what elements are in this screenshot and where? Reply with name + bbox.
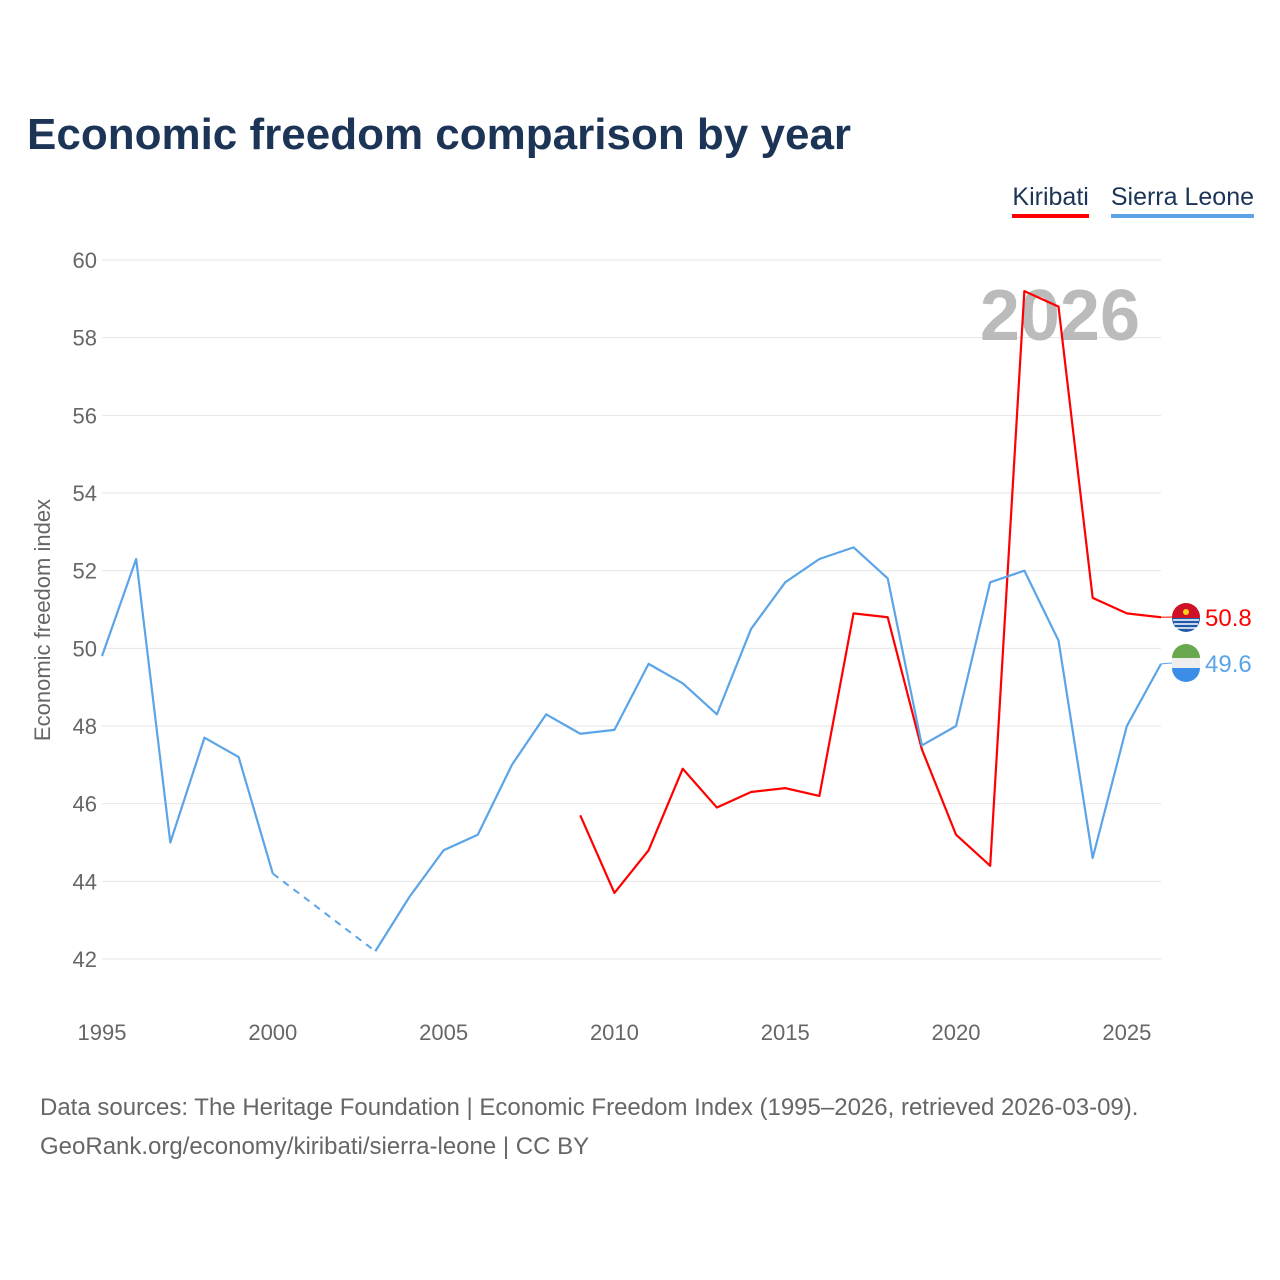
y-tick-label: 54 <box>73 481 97 506</box>
x-tick-label: 2000 <box>248 1020 297 1045</box>
y-tick-label: 52 <box>73 559 97 584</box>
end-value-label: 49.6 <box>1205 651 1252 678</box>
series-line-kiribati <box>579 289 1162 895</box>
sierra-leone-flag-icon <box>1172 644 1200 658</box>
y-tick-label: 42 <box>73 947 97 972</box>
y-tick-label: 50 <box>73 636 97 661</box>
legend: Kiribati Sierra Leone <box>1012 183 1254 218</box>
y-tick-label: 48 <box>73 714 97 739</box>
chart-title: Economic freedom comparison by year <box>27 110 852 159</box>
kiribati-flag-sun <box>1183 609 1189 615</box>
y-tick-label: 46 <box>73 792 97 817</box>
x-tick-label: 2015 <box>761 1020 810 1045</box>
series-gap-line <box>272 872 376 953</box>
series-line-sierra-leone <box>100 557 274 874</box>
end-value-label: 50.8 <box>1205 605 1252 632</box>
x-tick-label: 2025 <box>1102 1020 1151 1045</box>
x-tick-label: 2020 <box>932 1020 981 1045</box>
legend-kiribati[interactable]: Kiribati <box>1012 183 1089 218</box>
sierra-leone-flag-blue <box>1172 668 1200 682</box>
series-line-sierra-leone <box>374 546 1162 952</box>
source-line-1: Data sources: The Heritage Foundation | … <box>40 1094 1139 1121</box>
kiribati-flag-waves <box>1173 619 1199 629</box>
legend-sierra-leone[interactable]: Sierra Leone <box>1110 183 1254 218</box>
y-axis-label: Economic freedom index <box>30 499 55 741</box>
x-tick-label: 2010 <box>590 1020 639 1045</box>
x-tick-label: 2005 <box>419 1020 468 1045</box>
source-note: Data sources: The Heritage Foundation | … <box>40 1088 1138 1166</box>
connector <box>1160 662 1173 665</box>
y-tick-label: 58 <box>73 326 97 351</box>
y-tick-label: 56 <box>73 403 97 428</box>
source-line-2[interactable]: GeoRank.org/economy/kiribati/sierra-leon… <box>40 1133 590 1160</box>
y-tick-label: 60 <box>73 248 97 273</box>
sierra-leone-flag-white <box>1172 658 1200 668</box>
y-tick-label: 44 <box>73 869 97 894</box>
x-tick-label: 1995 <box>78 1020 127 1045</box>
